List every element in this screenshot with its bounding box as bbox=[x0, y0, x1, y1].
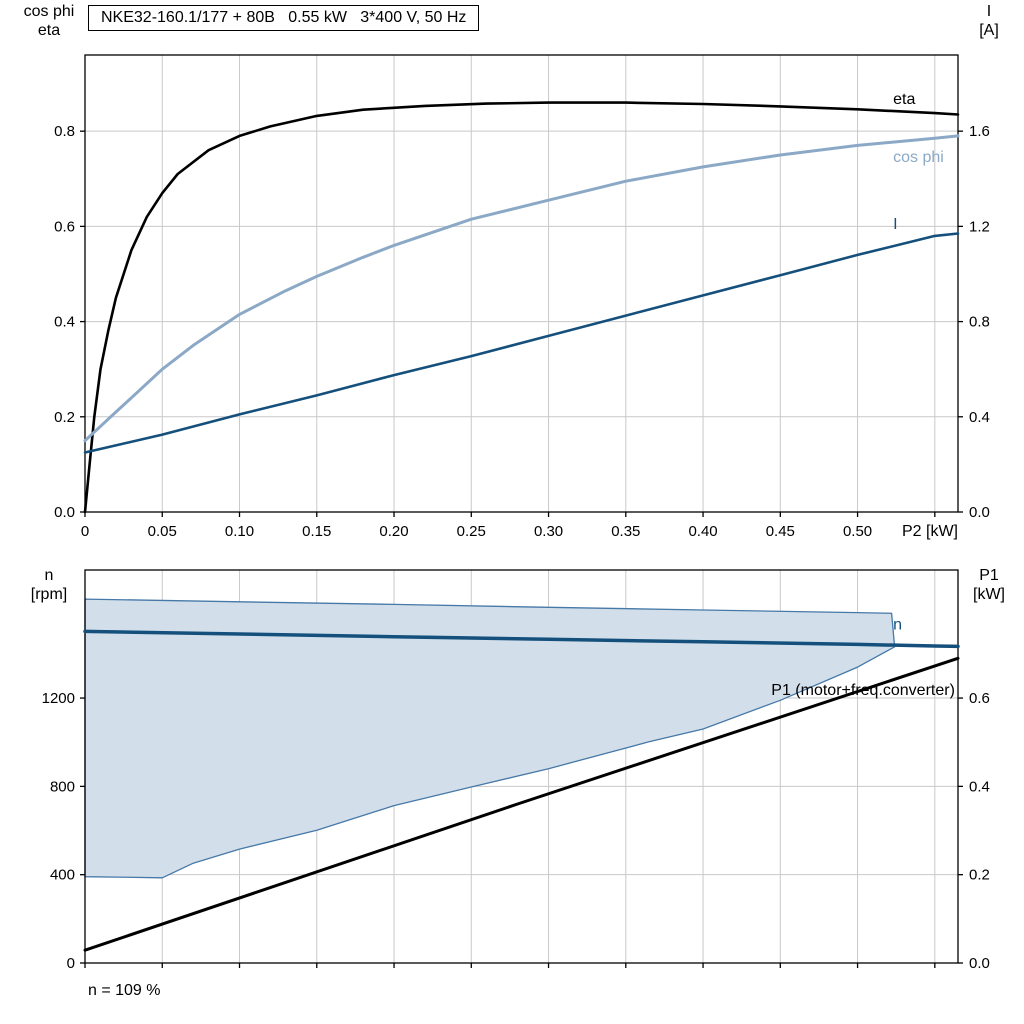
lower-chart-speed-power: 0 400 800 1200 0.0 0.2 0.4 0.6 n P1 (motor+freq.c… bbox=[42, 569, 990, 972]
y-left-tick-label: 0.2 bbox=[54, 409, 75, 426]
curve-label: cos phi bbox=[893, 149, 944, 166]
x-tick-label: 0.05 bbox=[148, 523, 177, 540]
curve-label: P1 (motor+freq.converter) bbox=[771, 682, 955, 699]
x-tick-label: 0.10 bbox=[225, 523, 254, 540]
y-left-tick-label: 0.8 bbox=[54, 123, 75, 140]
curve-n bbox=[83, 629, 960, 649]
x-tick-label: 0 bbox=[81, 523, 89, 540]
y-left-tick-label: 400 bbox=[50, 867, 75, 884]
axis-title-current: I bbox=[986, 3, 992, 20]
y-left-tick-label: 0 bbox=[67, 955, 75, 972]
y-left-tick-label: 0.6 bbox=[54, 218, 75, 235]
y-left-tick-label: 0.4 bbox=[54, 314, 75, 331]
y-right-tick-label: 0.4 bbox=[969, 778, 990, 795]
x-tick-label: 0.25 bbox=[457, 523, 486, 540]
axis-title-power: P1 bbox=[979, 567, 999, 584]
y-right-tick-label: 1.6 bbox=[969, 123, 990, 140]
plot-frame bbox=[84, 569, 959, 964]
axis-title-cos-phi: cos phi bbox=[23, 3, 75, 20]
y-right-tick-label: 0.0 bbox=[969, 955, 990, 972]
x-tick-label: 0.30 bbox=[534, 523, 563, 540]
curve-cos-phi bbox=[83, 134, 960, 443]
y-right-tick-label: 0.8 bbox=[969, 314, 990, 331]
left-axis-title-top-chart: cos phi eta bbox=[8, 2, 90, 40]
right-axis-title-bottom-chart: P1 [kW] bbox=[958, 566, 1020, 604]
curve-label: eta bbox=[893, 91, 915, 108]
x-axis-label: P2 [kW] bbox=[902, 523, 958, 540]
plot-frame bbox=[84, 54, 959, 513]
x-tick-label: 0.45 bbox=[766, 523, 795, 540]
x-tick-label: 0.35 bbox=[611, 523, 640, 540]
axis-title-power-unit: [kW] bbox=[973, 586, 1005, 603]
x-tick-label: 0.50 bbox=[843, 523, 872, 540]
y-left-tick-label: 1200 bbox=[42, 690, 75, 707]
axis-title-speed-unit: [rpm] bbox=[30, 586, 68, 603]
curve-i bbox=[83, 232, 960, 454]
x-tick-label: 0.20 bbox=[379, 523, 408, 540]
x-tick-label: 0.15 bbox=[302, 523, 331, 540]
axis-title-current-unit: [A] bbox=[979, 22, 999, 39]
y-right-tick-label: 1.2 bbox=[969, 218, 990, 235]
curve-label: n bbox=[893, 617, 902, 634]
y-right-tick-label: 0.4 bbox=[969, 409, 990, 426]
left-axis-title-bottom-chart: n [rpm] bbox=[8, 566, 90, 604]
curve-p1-motor-freq-converter- bbox=[83, 656, 960, 952]
x-tick-label: 0.40 bbox=[688, 523, 717, 540]
curve-label: I bbox=[893, 216, 897, 233]
y-left-tick-label: 0.0 bbox=[54, 504, 75, 521]
curve-eta bbox=[83, 101, 960, 514]
y-right-tick-label: 0.2 bbox=[969, 867, 990, 884]
speed-percentage-note: n = 109 % bbox=[88, 982, 161, 999]
y-right-tick-label: 0.6 bbox=[969, 690, 990, 707]
right-axis-title-top-chart: I [A] bbox=[958, 2, 1020, 40]
y-left-tick-label: 800 bbox=[50, 778, 75, 795]
speed-control-envelope bbox=[84, 598, 896, 879]
chart-title-box: NKE32-160.1/177 + 80B 0.55 kW 3*400 V, 5… bbox=[88, 5, 480, 31]
axis-title-eta: eta bbox=[37, 22, 61, 39]
y-right-tick-label: 0.0 bbox=[969, 504, 990, 521]
axis-title-speed: n bbox=[44, 567, 54, 584]
upper-chart-efficiency-cosphi-current: 0 0.05 0.10 0.15 0.20 0.25 0.30 0.35 0.40 0.45 0.5… bbox=[54, 54, 990, 540]
